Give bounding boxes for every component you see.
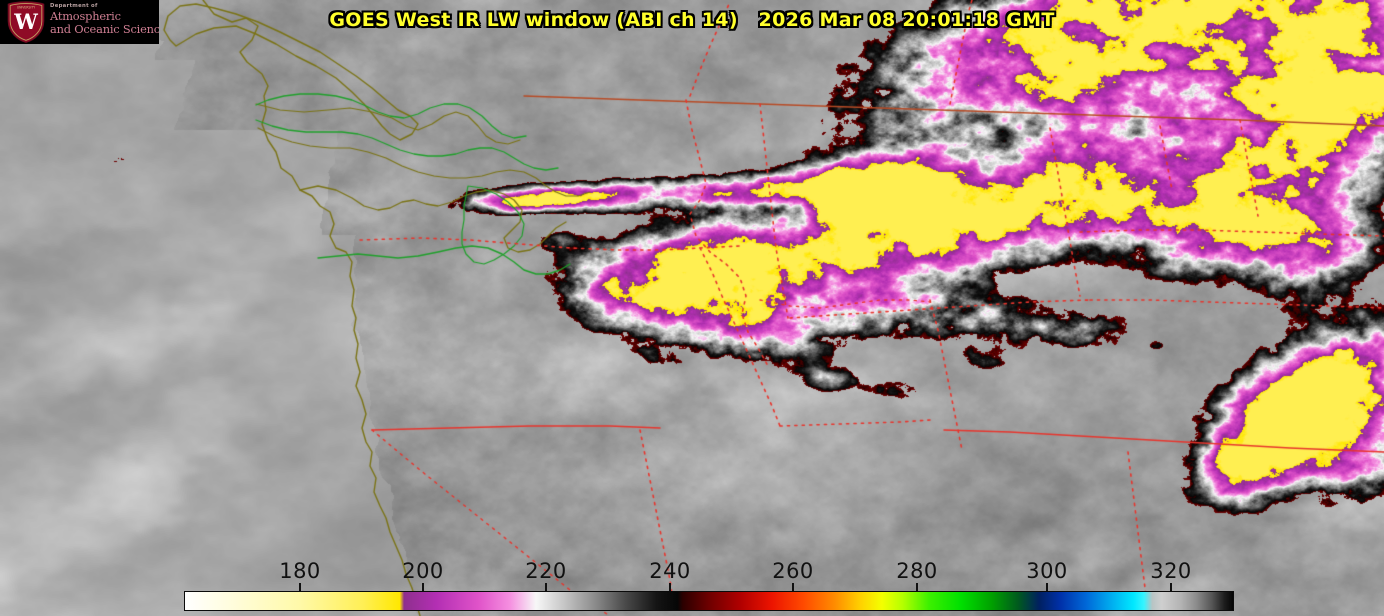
colorbar-gradient (185, 592, 1233, 610)
logo-line-eyebrow: Department of (50, 3, 98, 9)
crest-letter: W (13, 9, 38, 34)
uw-crest-icon: W UNIVERSITY (7, 1, 45, 43)
logo-line-primary: Atmospheric (50, 9, 121, 23)
department-logo: W UNIVERSITY Department of Atmospheric a… (0, 0, 159, 44)
svg-text:UNIVERSITY: UNIVERSITY (17, 6, 35, 10)
logo-line-secondary: and Oceanic Sciences (50, 22, 159, 36)
logo-text-block: Department of Atmospheric and Oceanic Sc… (50, 3, 159, 36)
colorbar-scale[interactable] (184, 591, 1234, 611)
